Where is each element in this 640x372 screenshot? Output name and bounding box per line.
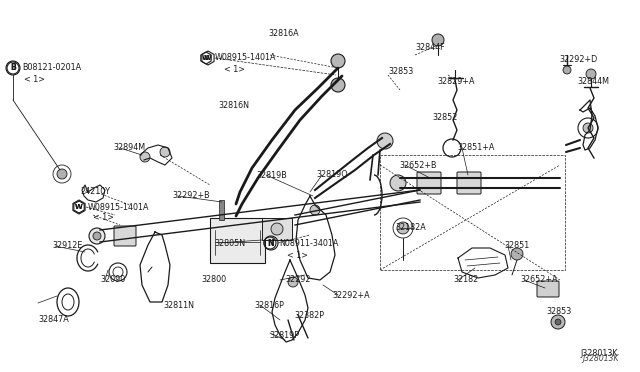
Text: 32816A: 32816A [268, 29, 299, 38]
Text: 32292+A: 32292+A [332, 292, 370, 301]
Text: 32852: 32852 [432, 112, 458, 122]
Text: 32819P: 32819P [269, 330, 299, 340]
Circle shape [140, 152, 150, 162]
Text: 32292+B: 32292+B [172, 192, 210, 201]
Text: 32816N: 32816N [218, 100, 249, 109]
Circle shape [397, 222, 409, 234]
Text: 32811N: 32811N [163, 301, 194, 310]
Text: W: W [204, 55, 212, 61]
FancyBboxPatch shape [219, 200, 224, 220]
Circle shape [310, 205, 320, 215]
Text: 32894M: 32894M [113, 144, 145, 153]
Text: < 1>: < 1> [287, 250, 308, 260]
Text: 32805N: 32805N [214, 238, 245, 247]
Text: J328013K: J328013K [580, 349, 618, 357]
Circle shape [583, 123, 593, 133]
Text: B08121-0201A: B08121-0201A [22, 64, 81, 73]
Text: 32652+B: 32652+B [399, 160, 436, 170]
Text: 32182A: 32182A [395, 222, 426, 231]
Circle shape [271, 223, 283, 235]
Text: B: B [10, 64, 16, 73]
Circle shape [93, 232, 101, 240]
Text: 32816P: 32816P [254, 301, 284, 310]
Text: 32912E: 32912E [52, 241, 83, 250]
Circle shape [390, 175, 406, 191]
Text: 32382P: 32382P [294, 311, 324, 321]
Text: 32292+D: 32292+D [559, 55, 597, 64]
Text: 24210Y: 24210Y [80, 187, 110, 196]
Circle shape [377, 133, 393, 149]
Circle shape [288, 277, 298, 287]
Text: J328013K: J328013K [582, 354, 618, 363]
Text: < 1>: < 1> [224, 65, 245, 74]
Text: W: W [202, 55, 210, 61]
Text: 32851: 32851 [504, 241, 529, 250]
FancyBboxPatch shape [262, 218, 292, 240]
Text: 32844M: 32844M [577, 77, 609, 87]
Text: B: B [10, 64, 16, 73]
Text: 32829+A: 32829+A [437, 77, 474, 87]
Text: 32182: 32182 [453, 276, 478, 285]
Text: 32851+A: 32851+A [457, 144, 494, 153]
Text: N: N [267, 238, 273, 247]
Circle shape [551, 315, 565, 329]
FancyBboxPatch shape [417, 172, 441, 194]
Text: W08915-1401A: W08915-1401A [88, 202, 150, 212]
Circle shape [432, 34, 444, 46]
Text: W08915-1401A: W08915-1401A [215, 54, 276, 62]
FancyBboxPatch shape [114, 226, 136, 246]
FancyBboxPatch shape [210, 218, 265, 263]
Text: N08911-3401A: N08911-3401A [279, 238, 339, 247]
Text: N: N [268, 238, 275, 247]
Text: 32853: 32853 [546, 307, 572, 315]
Text: < 1>: < 1> [24, 74, 45, 83]
Text: 32819B: 32819B [256, 170, 287, 180]
Text: 32090: 32090 [100, 276, 125, 285]
Circle shape [586, 69, 596, 79]
Text: 32652+A: 32652+A [520, 276, 557, 285]
Circle shape [331, 78, 345, 92]
FancyBboxPatch shape [537, 281, 559, 297]
Text: 32800: 32800 [201, 275, 226, 283]
Circle shape [160, 147, 170, 157]
Text: 32847A: 32847A [38, 315, 68, 324]
Circle shape [511, 248, 523, 260]
Text: < 1>: < 1> [93, 214, 114, 222]
FancyBboxPatch shape [457, 172, 481, 194]
Circle shape [331, 54, 345, 68]
Circle shape [555, 319, 561, 325]
Text: W: W [75, 204, 83, 210]
Text: 32844F: 32844F [415, 44, 445, 52]
Text: 32853: 32853 [388, 67, 413, 77]
Circle shape [89, 228, 105, 244]
Circle shape [563, 66, 571, 74]
Text: 32819Q: 32819Q [316, 170, 348, 180]
Circle shape [57, 169, 67, 179]
Text: W: W [75, 204, 83, 210]
Text: 32292: 32292 [285, 276, 310, 285]
